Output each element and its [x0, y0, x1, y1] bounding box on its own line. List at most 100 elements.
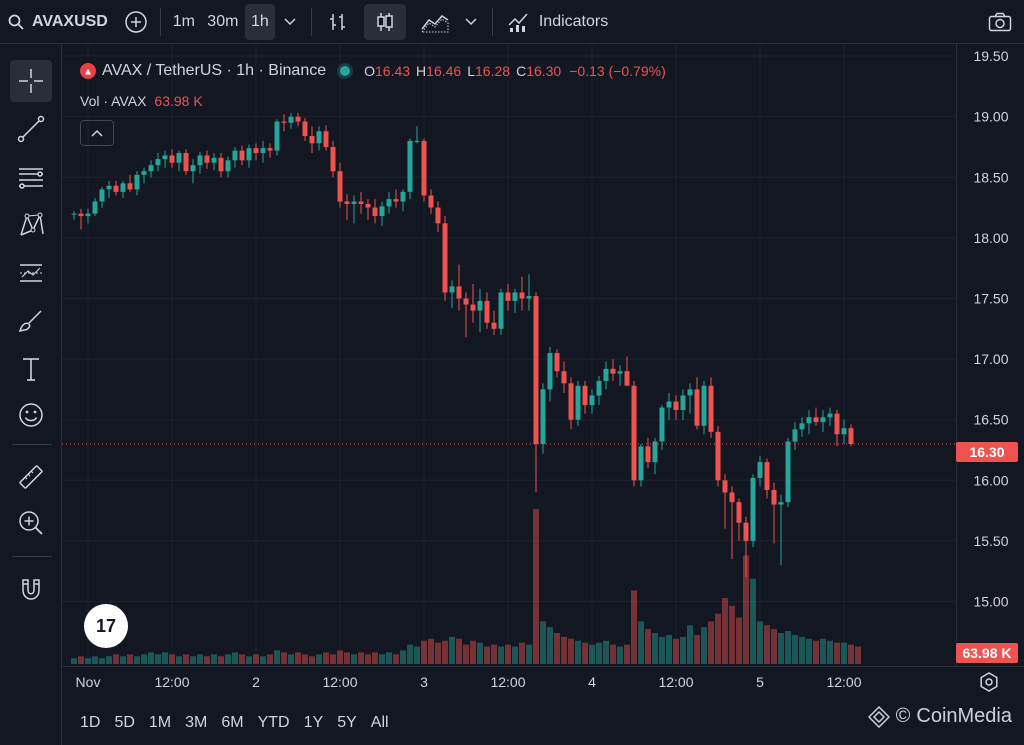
candle-body [211, 157, 217, 163]
crosshair-icon [19, 69, 43, 93]
forecast-tool[interactable] [10, 252, 52, 294]
volume-bar [554, 633, 560, 664]
time-tick-label: 5 [756, 674, 764, 690]
candle-body [400, 191, 406, 202]
text-tool[interactable] [10, 348, 52, 390]
chevron-down-icon [465, 17, 477, 25]
fib-tool[interactable] [10, 156, 52, 198]
zoom-tool[interactable] [10, 502, 52, 544]
candle-body [309, 136, 315, 144]
volume-bar [491, 644, 497, 664]
interval-1m[interactable]: 1m [172, 12, 195, 30]
range-1y[interactable]: 1Y [303, 713, 324, 731]
range-1m[interactable]: 1M [148, 713, 172, 731]
ruler-icon [19, 465, 43, 489]
volume-bar [855, 646, 861, 664]
candle-body [428, 195, 434, 208]
candle-body [183, 153, 189, 172]
candle-body [512, 292, 518, 301]
volume-bar [288, 654, 294, 664]
price-chart[interactable] [62, 44, 1024, 700]
volume-bar [393, 654, 399, 664]
volume-bar [666, 634, 672, 664]
symbol-search[interactable]: AVAXUSD [0, 4, 118, 40]
volume-bar [764, 625, 770, 664]
volume-bar [141, 654, 147, 664]
volume-bar [253, 654, 259, 664]
watermark-copyright-icon: © [895, 705, 911, 727]
candle-body [624, 371, 630, 386]
measure-tool[interactable] [10, 456, 52, 498]
indicators-button[interactable]: Indicators [499, 4, 616, 40]
candle-body [827, 413, 833, 418]
low-value: 16.28 [475, 63, 511, 79]
time-scale[interactable]: Nov 12:00 2 12:00 3 12:00 4 12:00 5 12:00 [62, 666, 1024, 696]
volume-bar [407, 644, 413, 664]
price-scale[interactable]: 19.50 19.00 18.50 18.00 17.50 17.00 16.50 16.00… [956, 44, 1024, 666]
volume-bar [575, 640, 581, 664]
volume-bar [596, 642, 602, 664]
candle-body [575, 385, 581, 420]
range-5y[interactable]: 5Y [337, 713, 357, 731]
candle-body [435, 207, 441, 224]
settings-icon [980, 672, 998, 692]
emoji-tool[interactable] [10, 394, 52, 436]
candle-body [519, 292, 525, 299]
tradingview-logo[interactable]: 17 [84, 604, 128, 648]
candle-body [407, 140, 413, 192]
range-ytd[interactable]: YTD [257, 713, 290, 731]
candle-body [785, 441, 791, 503]
bars-style-button[interactable] [318, 4, 358, 40]
candle-body [148, 165, 154, 172]
volume-bar [834, 642, 840, 664]
pattern-tool[interactable] [10, 204, 52, 246]
volume-bar [512, 646, 518, 664]
volume-bar [561, 636, 567, 664]
time-tick-label: 12:00 [322, 674, 357, 690]
candle-body [393, 199, 399, 202]
chart-style-dropdown[interactable] [456, 4, 486, 40]
volume-bar [169, 654, 175, 664]
brush-tool[interactable] [10, 300, 52, 342]
price-tick-label: 15.50 [973, 533, 1008, 549]
chart-settings-button[interactable] [978, 671, 1000, 693]
brush-icon [18, 310, 42, 333]
candle-body [99, 189, 105, 202]
candle-body [638, 446, 644, 481]
interval-dropdown[interactable] [275, 4, 305, 40]
range-1d[interactable]: 1D [80, 713, 101, 731]
search-icon [8, 14, 24, 30]
volume-bar [176, 656, 182, 664]
range-6m[interactable]: 6M [221, 713, 244, 731]
magnet-tool[interactable] [10, 568, 52, 610]
candle-body [799, 423, 805, 430]
candle-body [547, 353, 553, 390]
interval-1h[interactable]: 1h [244, 3, 275, 40]
range-all[interactable]: All [370, 713, 389, 731]
trendline-tool[interactable] [10, 108, 52, 150]
candle-body [666, 401, 672, 408]
interval-30m[interactable]: 30m [207, 12, 239, 30]
volume-bar [813, 640, 819, 664]
screenshot-button[interactable] [982, 4, 1018, 40]
chart-pane[interactable] [62, 44, 956, 666]
candles-style-button[interactable] [363, 3, 406, 40]
range-5d[interactable]: 5D [114, 713, 135, 731]
range-3m[interactable]: 3M [185, 713, 208, 731]
area-style-button[interactable] [414, 4, 456, 40]
volume-bar [624, 644, 630, 664]
volume-bar [785, 631, 791, 664]
collapse-legend-button[interactable] [80, 120, 114, 146]
volume-bar [344, 652, 350, 664]
indicators-icon [508, 13, 528, 32]
candle-body [316, 131, 322, 144]
candle-body [225, 160, 231, 172]
volume-bar [477, 642, 483, 664]
candle-body [568, 383, 574, 420]
crosshair-tool[interactable] [10, 60, 52, 102]
volume-bar [610, 644, 616, 664]
candle-body [120, 183, 126, 192]
market-status-icon[interactable] [340, 66, 351, 76]
compare-button[interactable] [118, 4, 154, 40]
volume-bar [750, 578, 756, 664]
